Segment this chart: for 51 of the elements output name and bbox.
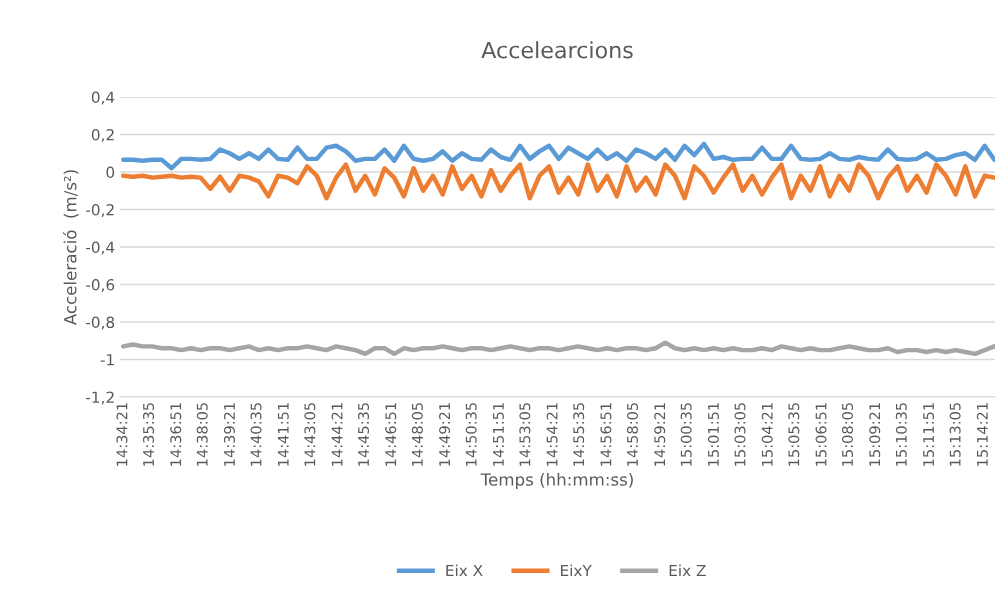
- x-tick-label: 14:58:05: [626, 403, 638, 466]
- y-tick-label: -1,2: [86, 391, 114, 405]
- x-tick-label: 15:11:51: [923, 403, 935, 466]
- x-tick-label: 14:36:51: [170, 403, 182, 466]
- x-tick-label: 15:03:05: [734, 403, 746, 466]
- y-tick-label: -0,4: [86, 241, 115, 255]
- y-tick-label: -0,2: [86, 203, 114, 218]
- x-tick-label: 14:43:05: [304, 403, 316, 466]
- x-tick-label: 15:04:21: [761, 403, 773, 466]
- x-tick-label: 14:45:35: [358, 403, 370, 466]
- x-tick-label: 14:41:51: [277, 403, 289, 466]
- y-tick-label: -0,6: [86, 278, 115, 293]
- line-series: [121, 162, 995, 201]
- x-tick-label: 14:48:05: [411, 403, 423, 466]
- x-tick-label: 15:13:05: [949, 403, 961, 466]
- x-tick-label: 14:59:21: [654, 403, 666, 466]
- line-series: [121, 340, 995, 357]
- x-tick-label: 15:10:35: [895, 403, 907, 466]
- chart-title: Accelearcions: [481, 41, 633, 59]
- x-tick-label: 15:00:35: [680, 403, 692, 466]
- x-tick-label: 14:38:05: [196, 403, 208, 466]
- x-tick-label: 14:35:35: [143, 403, 155, 466]
- x-tick-label: 14:49:21: [439, 403, 451, 466]
- x-tick-label: 14:34:21: [116, 403, 128, 466]
- y-tick-label: 0,4: [91, 91, 115, 105]
- x-tick-label: 14:56:51: [600, 403, 612, 466]
- y-axis-title: Acceleració (m/s²): [62, 170, 79, 326]
- y-tick-label: 0: [106, 166, 115, 179]
- x-tick-label: 15:06:51: [815, 403, 827, 466]
- y-tick-label: -1: [100, 354, 114, 366]
- x-axis-title: Temps (hh:mm:ss): [480, 472, 633, 490]
- x-tick-label: 15:14:21: [976, 403, 988, 466]
- x-tick-label: 14:44:21: [331, 403, 343, 466]
- x-tick-label: 15:09:21: [869, 403, 881, 466]
- x-tick-label: 14:46:51: [385, 403, 397, 466]
- x-tick-label: 15:01:51: [707, 403, 719, 466]
- legend-label: EixY: [561, 564, 592, 577]
- x-tick-label: 14:54:21: [546, 403, 558, 466]
- y-tick-label: 0,2: [91, 128, 114, 143]
- x-tick-label: 14:53:05: [519, 403, 531, 466]
- x-tick-label: 14:40:35: [250, 403, 262, 466]
- line-series: [121, 141, 995, 171]
- legend-label: Eix X: [446, 564, 483, 577]
- legend-label: Eix Z: [669, 564, 706, 577]
- y-tick-label: -0,8: [86, 316, 115, 330]
- x-tick-label: 15:08:05: [841, 403, 854, 466]
- x-tick-label: 15:05:35: [788, 403, 800, 466]
- x-tick-label: 14:39:21: [223, 403, 235, 466]
- x-tick-label: 14:55:35: [573, 403, 585, 466]
- x-tick-label: 14:51:51: [493, 403, 504, 466]
- x-tick-label: 14:50:35: [465, 403, 477, 466]
